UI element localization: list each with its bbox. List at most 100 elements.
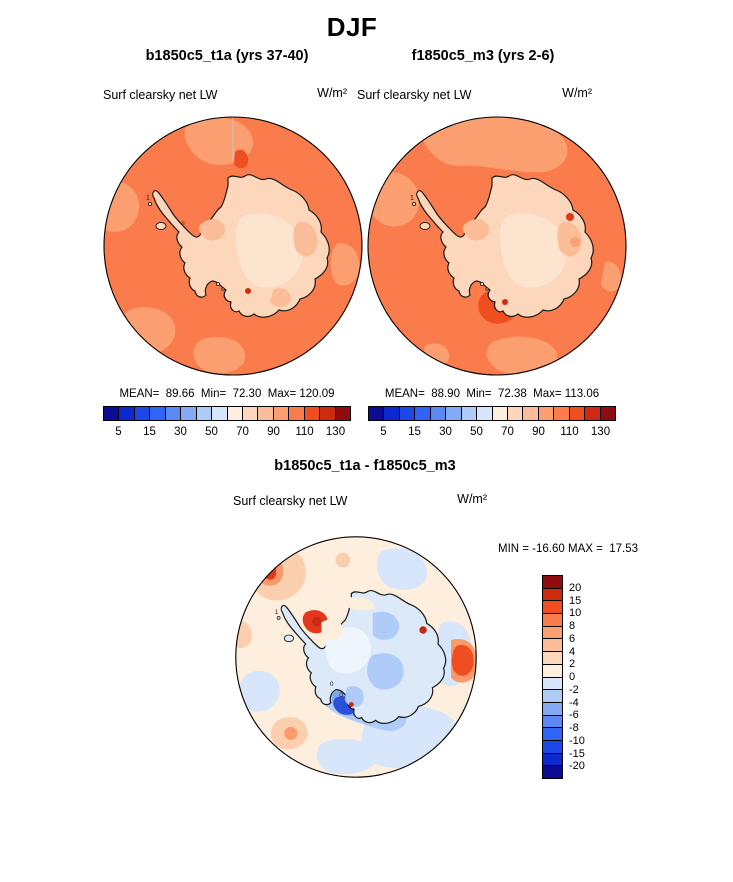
map-left-b1850c5: 1 bbox=[103, 116, 363, 376]
colorbar-cell bbox=[429, 406, 447, 421]
colorbar-tick-label: 90 bbox=[532, 426, 545, 438]
colorbar-cell bbox=[542, 676, 563, 691]
contour-label-zero: 0 bbox=[339, 692, 343, 699]
colorbar-cell bbox=[257, 406, 274, 421]
colorbar-cell bbox=[149, 406, 166, 421]
diff-field-label: Surf clearsky net LW bbox=[233, 494, 348, 508]
colorbar-tick-label: 15 bbox=[569, 594, 582, 607]
colorbar-cell bbox=[383, 406, 400, 421]
contour-label: 1 bbox=[275, 609, 279, 616]
colorbar-right-ticks: 5 15 30 50 70 90 110 130 bbox=[368, 426, 616, 440]
colorbar-tick-label: 30 bbox=[174, 426, 187, 438]
colorbar-cell bbox=[319, 406, 336, 421]
colorbar-cell bbox=[542, 752, 563, 767]
colorbar-cell bbox=[103, 406, 120, 421]
colorbar-cell bbox=[164, 406, 182, 421]
panel-right-units-label: W/m² bbox=[562, 86, 592, 100]
colorbar-tick-label: 70 bbox=[236, 426, 249, 438]
colorbar-cell bbox=[542, 765, 563, 779]
colorbar-cell bbox=[368, 406, 385, 421]
colorbar-left bbox=[103, 406, 351, 421]
map-right-f1850c5: 1 bbox=[367, 116, 627, 376]
colorbar-cell bbox=[226, 406, 243, 421]
colorbar-tick-label: 70 bbox=[501, 426, 514, 438]
panel-left-field-label: Surf clearsky net LW bbox=[103, 88, 218, 102]
colorbar-diff bbox=[542, 575, 563, 779]
colorbar-tick-label: 15 bbox=[408, 426, 421, 438]
colorbar-cell bbox=[491, 406, 508, 421]
contour-label: 1 bbox=[146, 195, 150, 202]
colorbar-cell bbox=[522, 406, 539, 421]
colorbar-cell bbox=[476, 406, 493, 421]
colorbar-tick-label: 130 bbox=[325, 426, 346, 438]
colorbar-cell bbox=[303, 406, 321, 421]
colorbar-cell bbox=[537, 406, 555, 421]
colorbar-tick-label: 8 bbox=[569, 620, 576, 632]
colorbar-tick-label: 6 bbox=[569, 632, 576, 645]
diff-minmax: MIN = -16.60 MAX = 17.53 bbox=[498, 543, 638, 555]
colorbar-left-ticks: 5 15 30 50 70 90 110 130 bbox=[103, 426, 351, 440]
colorbar-cell bbox=[542, 613, 563, 627]
colorbar-tick-label: 4 bbox=[569, 645, 576, 658]
colorbar-tick-label: 110 bbox=[295, 426, 314, 438]
colorbar-cell bbox=[445, 406, 462, 421]
diff-units-label: W/m² bbox=[457, 492, 487, 506]
panel-left-stats: MEAN= 89.66 Min= 72.30 Max= 120.09 bbox=[119, 388, 335, 400]
contour-label: 1 bbox=[410, 195, 414, 202]
colorbar-cell bbox=[288, 406, 305, 421]
colorbar-tick-label: -2 bbox=[569, 683, 579, 696]
colorbar-cell bbox=[133, 406, 151, 421]
panel-left-units-label: W/m² bbox=[317, 86, 347, 100]
colorbar-cell bbox=[180, 406, 197, 421]
colorbar-cell bbox=[542, 651, 563, 665]
panel-right-stats: MEAN= 88.90 Min= 72.38 Max= 113.06 bbox=[384, 388, 600, 400]
colorbar-cell bbox=[568, 406, 586, 421]
colorbar-cell bbox=[272, 406, 290, 421]
colorbar-cell bbox=[599, 406, 616, 421]
colorbar-diff-labels: 20 15 10 8 6 4 2 0 -2 -4 -6 -8 -10 -15 -20 bbox=[569, 575, 603, 779]
colorbar-cell bbox=[542, 739, 563, 754]
panel-right-title: f1850c5_m3 (yrs 2-6) bbox=[411, 48, 555, 64]
colorbar-cell bbox=[506, 406, 524, 421]
colorbar-cell bbox=[542, 714, 563, 729]
colorbar-tick-label: 20 bbox=[569, 581, 582, 594]
colorbar-cell bbox=[542, 701, 563, 716]
colorbar-tick-label: -20 bbox=[569, 760, 585, 773]
colorbar-tick-label: 5 bbox=[115, 426, 122, 438]
colorbar-tick-label: -8 bbox=[569, 722, 579, 734]
colorbar-cell bbox=[542, 625, 563, 640]
colorbar-cell bbox=[542, 587, 563, 602]
colorbar-cell bbox=[542, 727, 563, 741]
colorbar-tick-label: 15 bbox=[143, 426, 156, 438]
colorbar-cell bbox=[195, 406, 213, 421]
colorbar-tick-label: 130 bbox=[590, 426, 611, 438]
colorbar-tick-label: 10 bbox=[569, 607, 582, 620]
colorbar-right bbox=[368, 406, 616, 421]
colorbar-cell bbox=[542, 600, 563, 615]
colorbar-cell bbox=[211, 406, 228, 421]
colorbar-tick-label: 90 bbox=[267, 426, 280, 438]
colorbar-cell bbox=[460, 406, 478, 421]
colorbar-tick-label: 30 bbox=[439, 426, 452, 438]
colorbar-cell bbox=[542, 663, 563, 678]
colorbar-tick-label: 5 bbox=[380, 426, 387, 438]
colorbar-cell bbox=[398, 406, 416, 421]
colorbar-cell bbox=[542, 689, 563, 703]
panel-right-field-label: Surf clearsky net LW bbox=[357, 88, 472, 102]
colorbar-tick-label: 0 bbox=[569, 671, 576, 683]
colorbar-tick-label: 50 bbox=[205, 426, 218, 438]
colorbar-cell bbox=[584, 406, 601, 421]
colorbar-tick-label: -10 bbox=[569, 734, 585, 747]
colorbar-cell bbox=[553, 406, 570, 421]
colorbar-cell bbox=[414, 406, 431, 421]
colorbar-tick-label: 50 bbox=[470, 426, 483, 438]
colorbar-cell bbox=[542, 575, 563, 589]
colorbar-tick-label: 110 bbox=[560, 426, 579, 438]
colorbar-cell bbox=[241, 406, 259, 421]
colorbar-tick-label: -6 bbox=[569, 709, 579, 722]
colorbar-cell bbox=[334, 406, 351, 421]
diff-title: b1850c5_t1a - f1850c5_m3 bbox=[274, 458, 456, 474]
colorbar-cell bbox=[118, 406, 135, 421]
colorbar-tick-label: 2 bbox=[569, 658, 576, 671]
